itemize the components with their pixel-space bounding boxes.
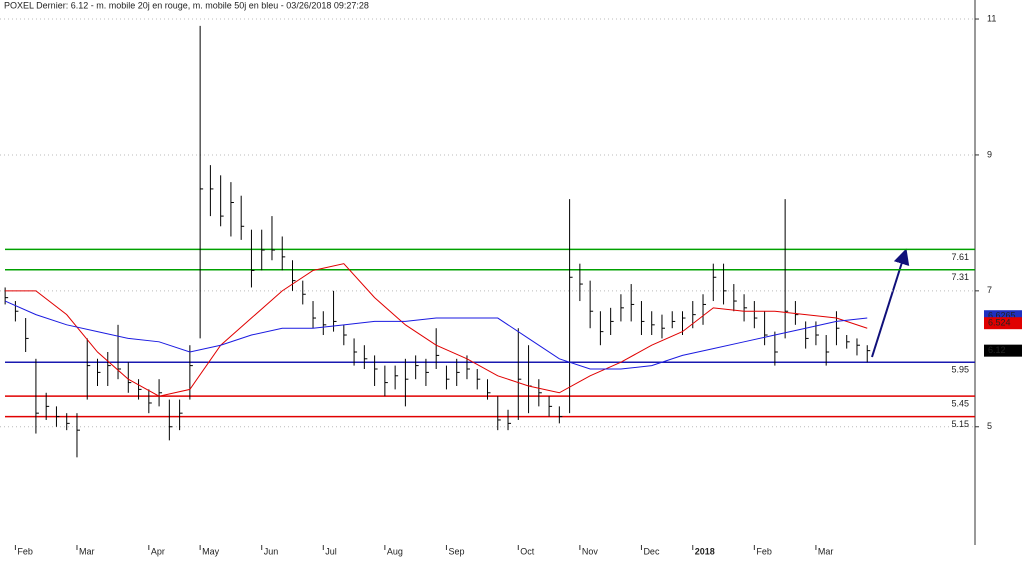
price-tag-label: 6.12 <box>988 345 1006 355</box>
x-tick-label: Mar <box>79 546 95 556</box>
level-label: 5.45 <box>951 399 969 409</box>
x-tick-label: Apr <box>151 546 165 556</box>
level-label: 5.95 <box>951 365 969 375</box>
x-tick-label: Sep <box>448 546 464 556</box>
x-tick-label: 2018 <box>695 546 715 556</box>
x-tick-label: Oct <box>520 546 535 556</box>
x-tick-label: Nov <box>582 546 599 556</box>
x-tick-label: Feb <box>17 546 33 556</box>
x-tick-label: Mar <box>818 546 834 556</box>
level-label: 5.15 <box>951 419 969 429</box>
y-tick-label: 9 <box>987 149 992 159</box>
price-tag-label: 6.524 <box>988 318 1011 328</box>
chart-title: POXEL Dernier: 6.12 - m. mobile 20j en r… <box>4 0 369 10</box>
moving-average <box>5 263 868 397</box>
x-tick-label: Dec <box>643 546 660 556</box>
y-tick-label: 7 <box>987 285 992 295</box>
x-tick-label: Jun <box>264 546 279 556</box>
x-tick-label: Jul <box>325 546 337 556</box>
y-tick-label: 11 <box>987 13 996 23</box>
x-tick-label: May <box>202 546 220 556</box>
price-tag <box>984 344 1022 357</box>
x-tick-label: Feb <box>756 546 772 556</box>
price-tag <box>984 317 1022 330</box>
price-tag-label: 6.6265 <box>988 311 1016 321</box>
level-label: 7.31 <box>951 272 969 282</box>
x-tick-label: Aug <box>387 546 403 556</box>
level-label: 7.61 <box>951 252 969 262</box>
y-tick-label: 5 <box>987 421 992 431</box>
arrow <box>871 248 910 358</box>
moving-average <box>4 300 868 370</box>
